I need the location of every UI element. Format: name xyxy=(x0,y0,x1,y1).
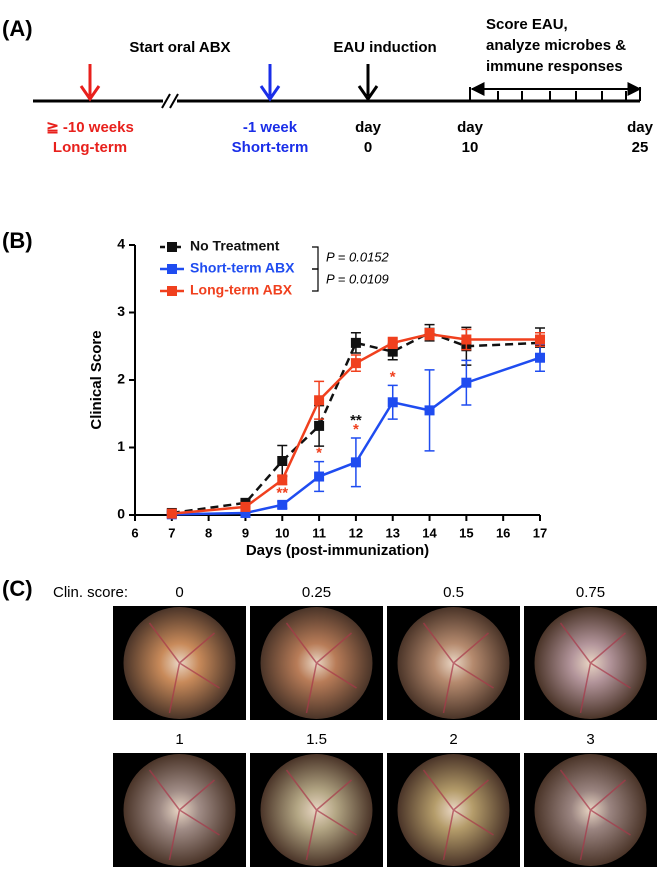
score-value: 3 xyxy=(586,731,594,748)
data-point xyxy=(314,471,325,482)
data-point xyxy=(387,337,398,348)
event-label: ≧ -10 weeks xyxy=(46,119,134,136)
series-line xyxy=(171,331,541,515)
significance-mark: * xyxy=(390,368,396,385)
x-tick-label: 16 xyxy=(496,525,510,540)
data-point xyxy=(350,337,361,348)
timeline-label: EAU induction xyxy=(333,39,436,56)
data-point xyxy=(314,395,325,406)
data-point xyxy=(277,499,288,510)
data-point xyxy=(424,405,435,416)
data-point xyxy=(166,508,177,519)
data-point xyxy=(314,420,325,431)
score-value: 0 xyxy=(175,584,183,601)
legend-label: No Treatment xyxy=(190,238,280,254)
y-tick-label: 0 xyxy=(117,506,125,522)
event-label: -1 week xyxy=(243,119,298,136)
vessel xyxy=(559,769,631,861)
data-point xyxy=(277,474,288,485)
event-label: 0 xyxy=(364,139,372,156)
vessel xyxy=(148,622,220,714)
vessel xyxy=(559,622,631,714)
vessel xyxy=(422,622,494,714)
data-point xyxy=(424,329,435,340)
p-value: P = 0.0109 xyxy=(326,271,389,286)
x-tick-label: 9 xyxy=(242,525,249,540)
y-tick-label: 4 xyxy=(117,236,125,252)
event-label: Short-term xyxy=(232,139,309,156)
legend-label: Long-term ABX xyxy=(190,282,293,298)
data-point xyxy=(387,346,398,357)
x-tick-label: 6 xyxy=(131,525,138,540)
event-label: day xyxy=(457,119,484,136)
score-value: 1 xyxy=(175,731,183,748)
bracket-label: Score EAU, xyxy=(486,16,568,33)
timeline-label: Start oral ABX xyxy=(129,39,230,56)
y-tick-label: 1 xyxy=(117,438,125,454)
x-tick-label: 12 xyxy=(349,525,363,540)
panel-label: (B) xyxy=(2,228,33,253)
data-point xyxy=(240,507,251,518)
y-tick-label: 3 xyxy=(117,303,125,319)
axis-break xyxy=(161,93,179,109)
data-point xyxy=(461,377,472,388)
significance-mark: ** xyxy=(276,484,288,501)
x-tick-label: 11 xyxy=(312,525,326,540)
data-point xyxy=(277,456,288,466)
legend-marker xyxy=(167,286,177,296)
event-arrow-head xyxy=(357,85,379,102)
y-tick-label: 2 xyxy=(117,371,125,387)
x-tick-label: 14 xyxy=(422,525,437,540)
event-label: day xyxy=(355,119,382,136)
comparison-bracket xyxy=(312,246,319,270)
score-value: 0.75 xyxy=(576,584,605,601)
x-tick-label: 17 xyxy=(533,525,547,540)
event-label: day xyxy=(627,119,654,136)
significance-mark: * xyxy=(316,445,322,462)
event-arrow-head xyxy=(79,85,101,102)
panel-label: (C) xyxy=(2,576,33,601)
comparison-bracket xyxy=(312,268,319,292)
event-label: Long-term xyxy=(53,139,127,156)
score-label: Clin. score: xyxy=(53,584,128,601)
vessel xyxy=(285,769,357,861)
data-point xyxy=(535,352,545,363)
event-label: 25 xyxy=(632,139,649,156)
vessel xyxy=(422,769,494,861)
score-value: 1.5 xyxy=(306,731,327,748)
x-tick-label: 15 xyxy=(459,525,473,540)
vessel xyxy=(148,769,220,861)
score-value: 0.5 xyxy=(443,584,464,601)
data-point xyxy=(461,334,472,345)
data-point xyxy=(387,397,398,408)
legend-marker xyxy=(167,242,177,252)
event-arrow-head xyxy=(259,85,281,102)
bracket-label: analyze microbes & xyxy=(486,37,626,54)
p-value: P = 0.0152 xyxy=(326,249,390,264)
bracket-label: immune responses xyxy=(486,58,623,75)
significance-mark: * xyxy=(353,421,359,438)
data-point xyxy=(535,334,545,345)
x-tick-label: 10 xyxy=(275,525,289,540)
y-axis-title: Clinical Score xyxy=(88,330,105,429)
score-value: 2 xyxy=(449,731,457,748)
significance-mark: ** xyxy=(350,412,362,429)
data-point xyxy=(350,358,361,369)
vessel xyxy=(285,622,357,714)
x-axis-title: Days (post-immunization) xyxy=(246,542,429,559)
x-tick-label: 13 xyxy=(385,525,399,540)
x-tick-label: 7 xyxy=(168,525,175,540)
data-point xyxy=(350,457,361,468)
event-label: 10 xyxy=(462,139,479,156)
score-value: 0.25 xyxy=(302,584,331,601)
legend-label: Short-term ABX xyxy=(190,260,295,276)
data-point xyxy=(240,501,251,512)
x-tick-label: 8 xyxy=(205,525,212,540)
legend-marker xyxy=(167,264,177,274)
panel-label: (A) xyxy=(2,16,33,41)
